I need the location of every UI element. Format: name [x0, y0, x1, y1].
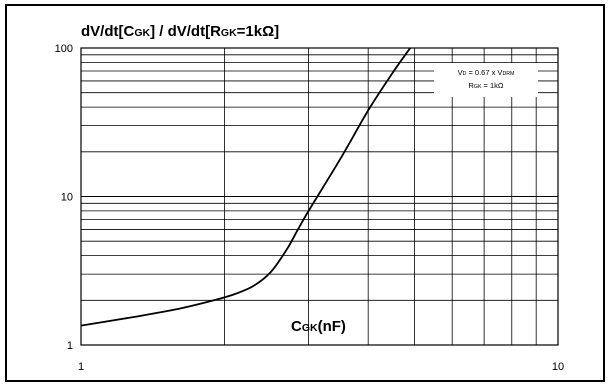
legend-line: VD = 0.67 x VDRM [458, 68, 515, 77]
legend-box [434, 63, 538, 97]
chart-frame: dV/dt[CGK] / dV/dt[RGK=1kΩ] 1 10 1 10 100 V… [5, 4, 605, 382]
x-axis-label: CGK(nF) [291, 318, 346, 335]
legend: VD = 0.67 x VDRM RGK = 1kΩ [434, 63, 538, 97]
y-tick-label: 100 [55, 43, 73, 55]
plot-border [80, 47, 559, 346]
y-axis: 1 10 100 [55, 43, 73, 352]
y-tick-label: 1 [67, 340, 73, 352]
chart-title: dV/dt[CGK] / dV/dt[RGK=1kΩ] [81, 23, 279, 40]
x-tick-label: 1 [78, 361, 84, 373]
legend-line: RGK = 1kΩ [468, 81, 503, 90]
x-tick-label: 10 [552, 361, 564, 373]
series-line [80, 47, 411, 327]
line-chart: dV/dt[CGK] / dV/dt[RGK=1kΩ] 1 10 1 10 100 V… [55, 23, 564, 373]
x-axis: 1 10 [78, 361, 564, 373]
y-tick-label: 10 [61, 192, 73, 204]
